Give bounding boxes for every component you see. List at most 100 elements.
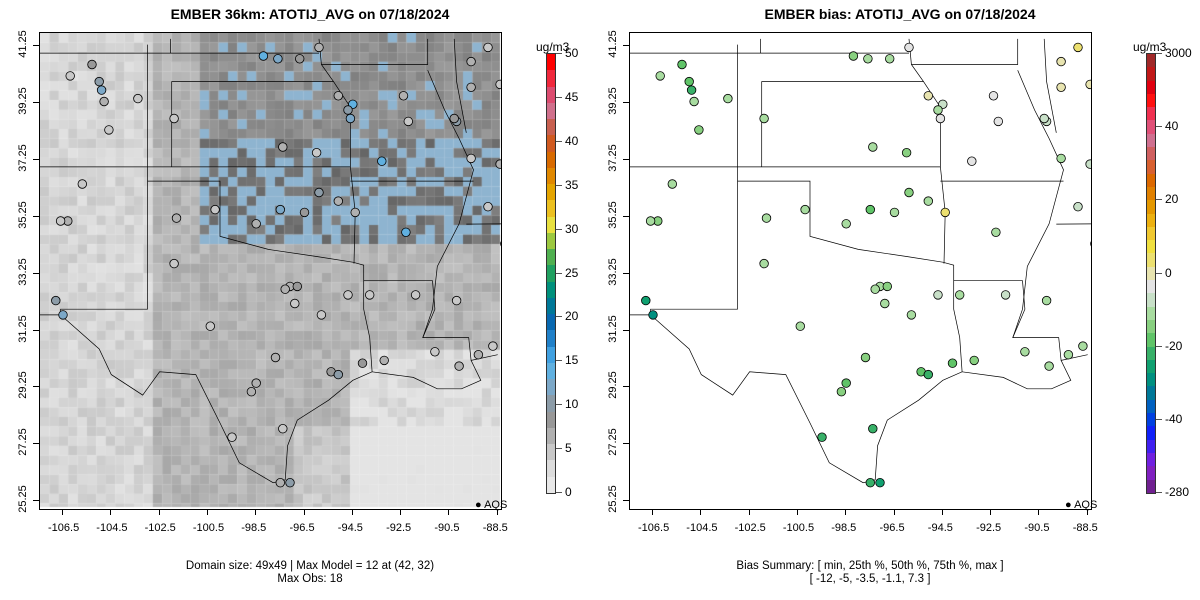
aqs-station-marker [169, 258, 179, 269]
aqs-station-marker [923, 91, 934, 101]
y-tick-label: 31.25 [17, 314, 29, 343]
x-tick-label: -100.5 [782, 522, 815, 534]
aqs-station-marker [292, 281, 302, 292]
y-tick-label: 27.25 [17, 428, 29, 457]
y-tick-label: 35.25 [607, 200, 619, 229]
aqs-station-marker [398, 91, 409, 101]
aqs-station-marker [865, 478, 876, 488]
aqs-station-marker [488, 341, 498, 351]
aqs-station-marker [759, 258, 769, 269]
state-boundary [761, 81, 924, 167]
aqs-station-marker [1020, 347, 1030, 357]
aqs-station-marker [99, 96, 109, 107]
domain-summary: Domain size: 49x49 | Max Model = 12 at (… [185, 560, 435, 585]
aqs-station-marker [316, 310, 327, 320]
colorbar-label: 40 [1165, 119, 1179, 134]
aqs-station-marker [969, 355, 979, 366]
colorbar-label: 35 [565, 177, 579, 192]
aqs-legend-right: ● AQS [1065, 499, 1098, 511]
x-tick-label: -94.5 [927, 522, 953, 534]
aqs-station-marker [365, 290, 375, 300]
aqs-station-marker [87, 59, 97, 70]
aqs-station-marker [800, 204, 810, 215]
aqs-station-marker [466, 82, 476, 93]
colorbar-label: 50 [565, 46, 579, 60]
aqs-station-marker [299, 207, 310, 218]
aqs-station-marker [655, 71, 665, 81]
aqs-station-marker [273, 54, 283, 64]
aqs-station-marker [285, 478, 295, 488]
bias-map [629, 32, 1092, 510]
aqs-station-marker [935, 113, 946, 124]
aqs-station-marker [473, 350, 484, 360]
aqs-station-marker [403, 116, 414, 127]
aqs-station-marker [1039, 113, 1049, 124]
aqs-station-marker [694, 125, 704, 135]
aqs-station-marker [169, 113, 179, 124]
aqs-station-marker [51, 295, 61, 306]
y-tick-label: 25.25 [17, 485, 29, 513]
state-boundary [650, 180, 963, 484]
aqs-station-marker [991, 227, 1001, 238]
aqs-station-marker [1056, 56, 1066, 67]
colorbar-label: 25 [565, 265, 579, 280]
aqs-station-marker [251, 378, 261, 388]
left-title: EMBER 36km: ATOTIJ_AVG on 07/18/2024 [170, 6, 450, 22]
aqs-station-marker [275, 478, 286, 488]
aqs-station-marker [1078, 341, 1088, 351]
colorbar-label: 0 [565, 485, 572, 499]
aqs-station-marker [645, 216, 656, 226]
y-tick-label: 41.25 [607, 30, 619, 58]
x-tick-label: -88.5 [1072, 522, 1098, 534]
aqs-station-marker [860, 352, 871, 363]
state-boundary [1012, 70, 1064, 338]
aqs-station-marker [882, 281, 892, 292]
state-boundary [321, 38, 429, 65]
aqs-station-marker [449, 113, 459, 124]
state-boundary [962, 354, 1088, 390]
y-tick-label: 25.25 [607, 485, 619, 513]
aqs-station-marker [848, 51, 859, 61]
aqs-station-marker [357, 358, 368, 368]
aqs-station-marker [901, 147, 912, 158]
x-tick-label: -106.5 [48, 522, 80, 534]
colorbar-label: 3000 [1165, 46, 1192, 60]
aqs-station-marker [933, 290, 943, 300]
aqs-legend: ● AQS [475, 499, 508, 511]
state-boundary [953, 280, 1062, 361]
aqs-station-marker [868, 424, 878, 434]
state-boundary [453, 38, 467, 133]
aqs-station-marker [904, 187, 914, 198]
aqs-station-marker [58, 310, 68, 320]
aqs-station-marker [761, 213, 772, 223]
right-title: EMBER bias: ATOTIJ_AVG on 07/18/2024 [764, 6, 1036, 22]
x-tick-label: -94.5 [337, 522, 363, 534]
aqs-station-marker [863, 54, 873, 64]
aqs-station-marker [133, 93, 143, 104]
aqs-station-marker [723, 93, 733, 104]
aqs-station-marker [333, 196, 344, 206]
aqs-station-marker [275, 204, 286, 215]
aqs-station-marker [270, 352, 281, 363]
aqs-station-marker [377, 156, 387, 166]
aqs-station-marker [454, 361, 464, 371]
y-tick-label: 33.25 [607, 257, 619, 286]
aqs-station-marker [880, 298, 890, 309]
aqs-station-marker [947, 358, 958, 368]
aqs-station-marker [495, 159, 501, 169]
aqs-station-marker [885, 54, 895, 64]
aqs-station-marker [865, 204, 876, 215]
aqs-station-marker [401, 227, 411, 238]
colorbar-label: 20 [1165, 192, 1179, 207]
aqs-station-marker [955, 290, 965, 300]
aqs-station-marker [246, 387, 257, 397]
aqs-station-marker [1041, 295, 1052, 306]
x-tick-label: -102.5 [734, 522, 766, 534]
aqs-station-marker [483, 42, 493, 53]
colorbar-label: 20 [565, 309, 579, 324]
state-boundary [318, 38, 351, 167]
colorbar-label: 45 [565, 89, 579, 104]
aqs-station-marker [795, 321, 806, 331]
y-tick-label: 33.25 [17, 257, 29, 286]
colorbar-label: 30 [565, 221, 579, 236]
